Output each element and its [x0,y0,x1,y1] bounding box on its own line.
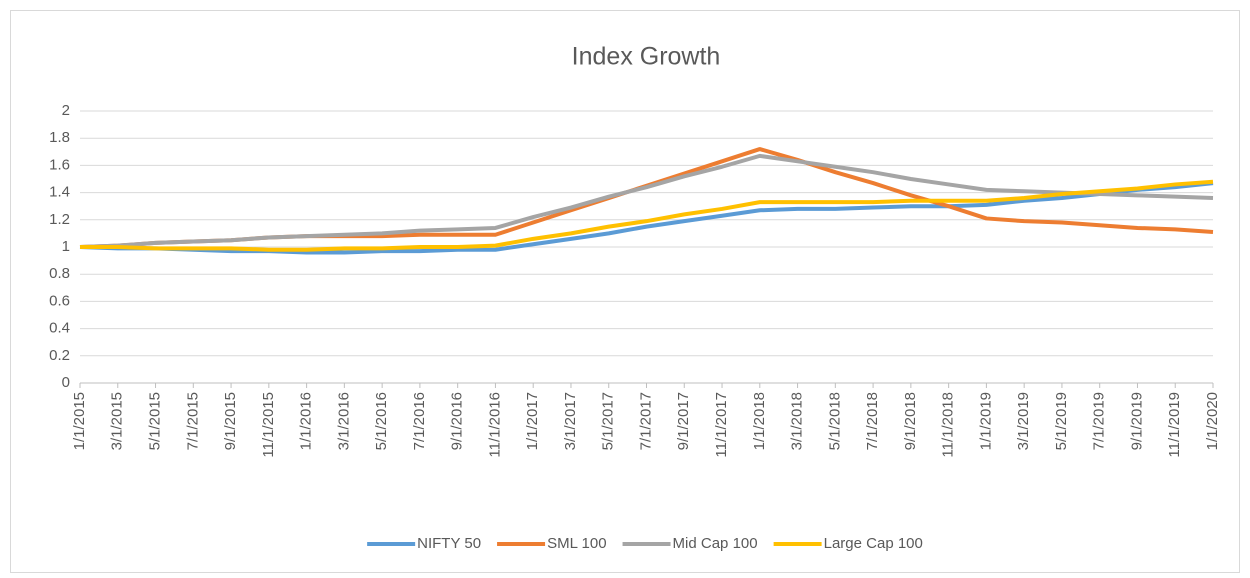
x-tick-label: 11/1/2015 [260,392,277,458]
y-tick-label: 0.4 [49,320,70,337]
x-tick-label: 11/1/2019 [1166,392,1183,458]
x-tick-label: 5/1/2017 [600,392,617,450]
legend-label: NIFTY 50 [417,535,481,552]
x-tick-label: 3/1/2015 [109,392,126,450]
y-tick-label: 1.2 [49,211,70,228]
x-tick-label: 9/1/2016 [449,392,466,450]
y-tick-label: 1 [62,238,70,255]
x-tick-label: 3/1/2018 [789,392,806,450]
x-tick-label: 7/1/2015 [184,392,201,450]
x-tick-label: 11/1/2016 [486,392,503,458]
legend-label: Large Cap 100 [824,535,923,552]
x-tick-label: 1/1/2018 [751,392,768,450]
x-tick-label: 1/1/2019 [977,392,994,450]
y-tick-label: 1.8 [49,129,70,146]
legend-label: Mid Cap 100 [673,535,758,552]
x-tick-label: 1/1/2016 [298,392,315,450]
y-tick-label: 1.4 [49,184,70,201]
x-tick-label: 1/1/2015 [71,392,88,450]
x-tick-label: 5/1/2018 [826,392,843,450]
x-tick-label: 9/1/2019 [1128,392,1145,450]
x-tick-label: 5/1/2015 [147,392,164,450]
x-tick-label: 7/1/2018 [864,392,881,450]
line-series [80,179,1214,252]
x-tick-label: 9/1/2017 [675,392,692,450]
x-tick-label: 11/1/2018 [940,392,957,458]
legend-label: SML 100 [547,535,606,552]
x-tick-label: 1/1/2017 [524,392,541,450]
x-tick-label: 5/1/2016 [373,392,390,450]
x-tick-label: 9/1/2018 [902,392,919,450]
chart-border [10,10,1240,573]
line-series [79,153,1214,249]
x-tick-label: 3/1/2017 [562,392,579,450]
y-tick-label: 0 [62,374,70,391]
x-tick-label: 11/1/2017 [713,392,730,458]
x-tick-label: 7/1/2017 [637,392,654,450]
x-tick-label: 7/1/2019 [1091,392,1108,450]
x-tick-label: 1/1/2020 [1204,392,1221,450]
x-tick-label: 9/1/2015 [222,392,239,450]
x-tick-label: 7/1/2016 [411,392,428,450]
y-tick-label: 0.2 [49,347,70,364]
x-tick-label: 5/1/2019 [1053,392,1070,450]
x-tick-label: 3/1/2019 [1015,392,1032,450]
y-tick-label: 2 [62,102,70,119]
y-tick-label: 0.8 [49,265,70,282]
chart-title: Index Growth [572,43,721,71]
y-tick-label: 0.6 [49,292,70,309]
x-tick-label: 3/1/2016 [335,392,352,450]
y-tick-label: 1.6 [49,156,70,173]
